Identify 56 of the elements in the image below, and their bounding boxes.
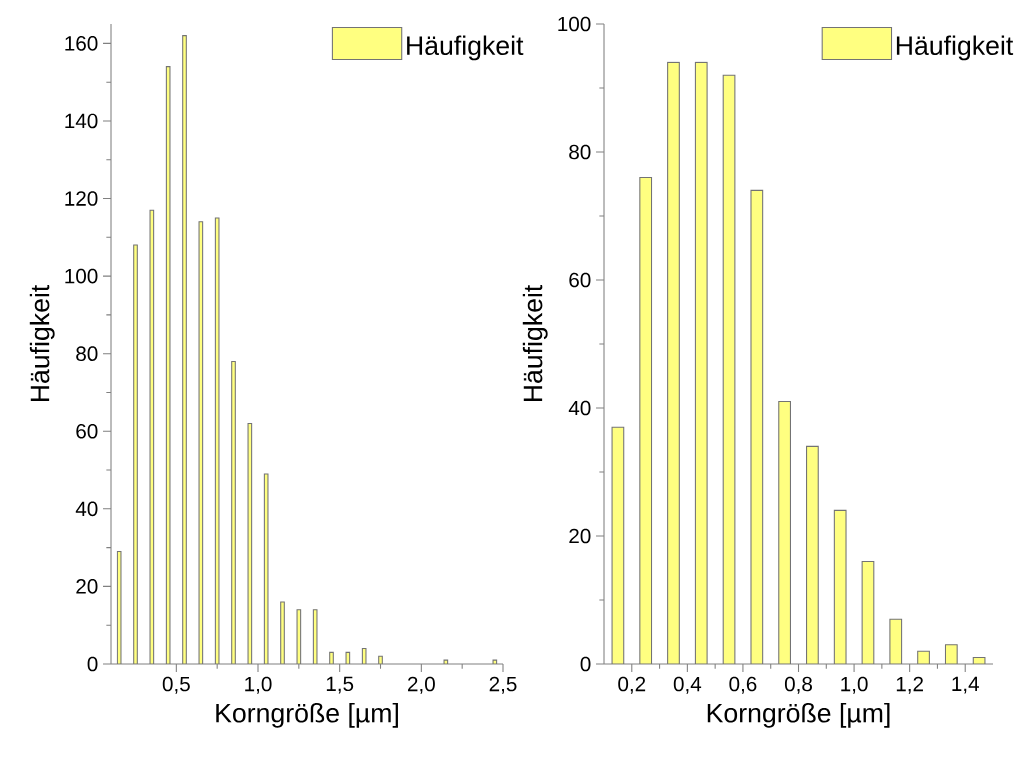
y-tick-label: 100 — [558, 16, 591, 32]
bar — [492, 659, 498, 664]
y-tick-label: 0 — [87, 656, 98, 672]
y-tick-label: 20 — [76, 579, 98, 594]
x-tick-label: 0,8 — [784, 676, 812, 694]
x-axis-title: Korngröße [µm] — [707, 702, 890, 728]
x-tick-label: 0,5 — [162, 676, 190, 694]
bar — [198, 221, 204, 664]
bar — [667, 61, 680, 664]
bar — [247, 422, 253, 664]
y-tick-label: 0 — [580, 656, 591, 672]
y-tick-label: 100 — [65, 268, 98, 284]
y-tick-label: 40 — [75, 501, 98, 517]
bar — [443, 659, 449, 664]
bar — [806, 445, 819, 664]
y-tick-label: 80 — [76, 346, 98, 361]
bar — [345, 651, 351, 664]
bar — [133, 244, 138, 664]
bar — [182, 35, 187, 664]
x-tick-label: 1,2 — [896, 676, 923, 694]
legend-label: Häufigkeit — [896, 35, 1014, 61]
bar — [165, 66, 171, 664]
bar — [329, 651, 334, 664]
x-tick-label: 1,4 — [952, 676, 979, 694]
y-tick-label: 160 — [65, 36, 98, 51]
y-tick-label: 120 — [65, 191, 98, 206]
y-axis-title: Häufigkeit — [29, 284, 55, 402]
bar — [214, 217, 220, 664]
x-axis-title: Korngröße [µm] — [216, 702, 398, 728]
y-tick-label: 60 — [569, 272, 591, 288]
bar — [263, 473, 269, 664]
bar — [778, 401, 791, 664]
bar — [639, 177, 653, 664]
bar — [149, 209, 155, 664]
bar — [231, 360, 236, 664]
x-tick-label: 1,0 — [245, 676, 272, 694]
bar — [280, 601, 285, 664]
y-tick-label: 60 — [76, 423, 98, 439]
bar — [361, 647, 367, 664]
y-tick-label: 40 — [568, 400, 591, 416]
y-axis-title: Häufigkeit — [522, 284, 548, 402]
bar — [296, 609, 302, 664]
legend-label: Häufigkeit — [407, 35, 524, 61]
x-tick-label: 0,4 — [673, 676, 702, 694]
x-tick-label: 1,5 — [326, 676, 354, 694]
x-tick-label: 1,0 — [841, 676, 868, 694]
bar — [378, 655, 383, 664]
x-tick-label: 0,2 — [618, 676, 646, 694]
bar — [116, 550, 122, 664]
x-tick-label: 2,5 — [489, 676, 517, 694]
x-tick-label: 0,6 — [729, 676, 757, 694]
bar — [312, 609, 318, 664]
y-tick-label: 80 — [569, 144, 591, 160]
x-tick-label: 2,0 — [408, 676, 435, 694]
y-tick-label: 140 — [65, 113, 98, 129]
y-tick-label: 20 — [569, 528, 591, 544]
